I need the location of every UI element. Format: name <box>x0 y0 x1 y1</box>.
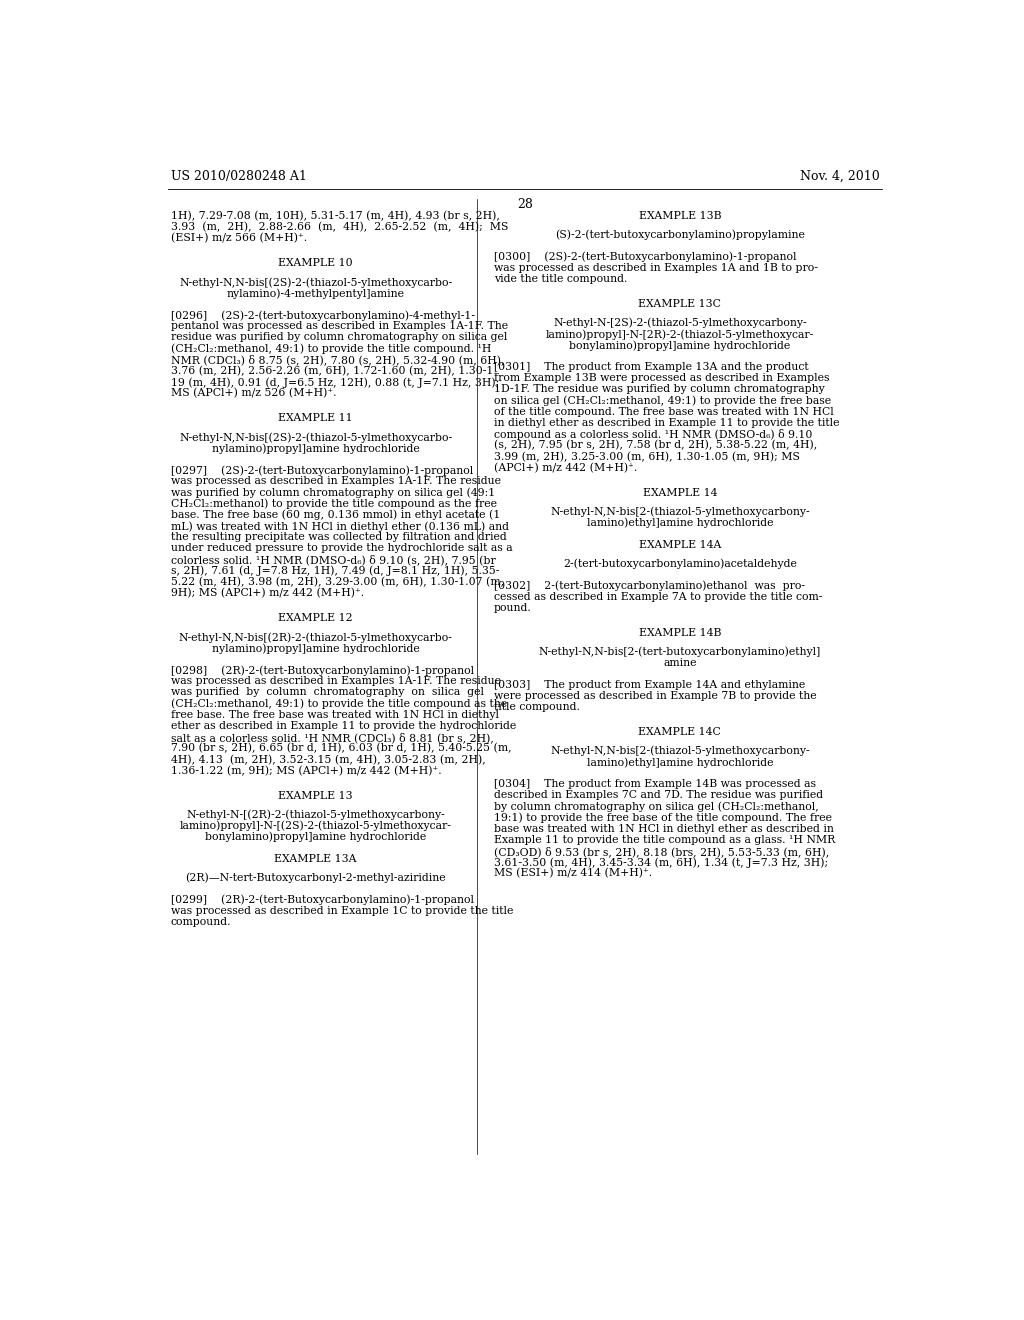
Text: N-ethyl-N,N-bis[2-(tert-butoxycarbonylamino)ethyl]: N-ethyl-N,N-bis[2-(tert-butoxycarbonylam… <box>539 647 821 657</box>
Text: EXAMPLE 13A: EXAMPLE 13A <box>274 854 356 863</box>
Text: on silica gel (CH₂Cl₂:methanol, 49:1) to provide the free base: on silica gel (CH₂Cl₂:methanol, 49:1) to… <box>494 396 830 407</box>
Text: of the title compound. The free base was treated with 1N HCl: of the title compound. The free base was… <box>494 407 834 417</box>
Text: [0302]    2-(tert-Butoxycarbonylamino)ethanol  was  pro-: [0302] 2-(tert-Butoxycarbonylamino)ethan… <box>494 581 805 591</box>
Text: vide the title compound.: vide the title compound. <box>494 275 627 284</box>
Text: was processed as described in Examples 1A and 1B to pro-: was processed as described in Examples 1… <box>494 263 818 273</box>
Text: compound.: compound. <box>171 917 231 927</box>
Text: amine: amine <box>664 657 696 668</box>
Text: by column chromatography on silica gel (CH₂Cl₂:methanol,: by column chromatography on silica gel (… <box>494 801 818 812</box>
Text: salt as a colorless solid. ¹H NMR (CDCl₃) δ 8.81 (br s, 2H),: salt as a colorless solid. ¹H NMR (CDCl₃… <box>171 733 494 743</box>
Text: pound.: pound. <box>494 603 531 612</box>
Text: 1.36-1.22 (m, 9H); MS (APCl+) m/z 442 (M+H)⁺.: 1.36-1.22 (m, 9H); MS (APCl+) m/z 442 (M… <box>171 766 441 776</box>
Text: bonylamino)propyl]amine hydrochloride: bonylamino)propyl]amine hydrochloride <box>205 832 426 842</box>
Text: 3.99 (m, 2H), 3.25-3.00 (m, 6H), 1.30-1.05 (m, 9H); MS: 3.99 (m, 2H), 3.25-3.00 (m, 6H), 1.30-1.… <box>494 451 800 462</box>
Text: 5.22 (m, 4H), 3.98 (m, 2H), 3.29-3.00 (m, 6H), 1.30-1.07 (m,: 5.22 (m, 4H), 3.98 (m, 2H), 3.29-3.00 (m… <box>171 577 504 587</box>
Text: EXAMPLE 12: EXAMPLE 12 <box>279 612 353 623</box>
Text: MS (APCl+) m/z 526 (M+H)⁺.: MS (APCl+) m/z 526 (M+H)⁺. <box>171 388 336 399</box>
Text: 19 (m, 4H), 0.91 (d, J=6.5 Hz, 12H), 0.88 (t, J=7.1 Hz, 3H);: 19 (m, 4H), 0.91 (d, J=6.5 Hz, 12H), 0.8… <box>171 378 499 388</box>
Text: Example 11 to provide the title compound as a glass. ¹H NMR: Example 11 to provide the title compound… <box>494 834 835 845</box>
Text: lamino)ethyl]amine hydrochloride: lamino)ethyl]amine hydrochloride <box>587 517 773 528</box>
Text: (APCl+) m/z 442 (M+H)⁺.: (APCl+) m/z 442 (M+H)⁺. <box>494 462 637 473</box>
Text: were processed as described in Example 7B to provide the: were processed as described in Example 7… <box>494 690 816 701</box>
Text: 3.93  (m,  2H),  2.88-2.66  (m,  4H),  2.65-2.52  (m,  4H);  MS: 3.93 (m, 2H), 2.88-2.66 (m, 4H), 2.65-2.… <box>171 222 508 232</box>
Text: (S)-2-(tert-butoxycarbonylamino)propylamine: (S)-2-(tert-butoxycarbonylamino)propylam… <box>555 230 805 240</box>
Text: (ESI+) m/z 566 (M+H)⁺.: (ESI+) m/z 566 (M+H)⁺. <box>171 234 307 243</box>
Text: EXAMPLE 11: EXAMPLE 11 <box>279 413 353 424</box>
Text: (CD₃OD) δ 9.53 (br s, 2H), 8.18 (brs, 2H), 5.53-5.33 (m, 6H),: (CD₃OD) δ 9.53 (br s, 2H), 8.18 (brs, 2H… <box>494 846 829 857</box>
Text: nylamino)propyl]amine hydrochloride: nylamino)propyl]amine hydrochloride <box>212 444 420 454</box>
Text: [0297]    (2S)-2-(tert-Butoxycarbonylamino)-1-propanol: [0297] (2S)-2-(tert-Butoxycarbonylamino)… <box>171 465 473 475</box>
Text: EXAMPLE 14B: EXAMPLE 14B <box>639 628 721 638</box>
Text: was processed as described in Examples 1A-1F. The residue: was processed as described in Examples 1… <box>171 676 501 686</box>
Text: [0298]    (2R)-2-(tert-Butoxycarbonylamino)-1-propanol: [0298] (2R)-2-(tert-Butoxycarbonylamino)… <box>171 665 474 676</box>
Text: base was treated with 1N HCl in diethyl ether as described in: base was treated with 1N HCl in diethyl … <box>494 824 834 834</box>
Text: EXAMPLE 14: EXAMPLE 14 <box>642 487 717 498</box>
Text: was processed as described in Examples 1A-1F. The residue: was processed as described in Examples 1… <box>171 477 501 486</box>
Text: 28: 28 <box>517 198 532 211</box>
Text: N-ethyl-N-[(2R)-2-(thiazol-5-ylmethoxycarbony-: N-ethyl-N-[(2R)-2-(thiazol-5-ylmethoxyca… <box>186 809 444 820</box>
Text: pentanol was processed as described in Examples 1A-1F. The: pentanol was processed as described in E… <box>171 321 508 331</box>
Text: bonylamino)propyl]amine hydrochloride: bonylamino)propyl]amine hydrochloride <box>569 341 791 351</box>
Text: title compound.: title compound. <box>494 702 580 711</box>
Text: N-ethyl-N-[2S)-2-(thiazol-5-ylmethoxycarbony-: N-ethyl-N-[2S)-2-(thiazol-5-ylmethoxycar… <box>553 318 807 329</box>
Text: lamino)propyl]-N-[2R)-2-(thiazol-5-ylmethoxycar-: lamino)propyl]-N-[2R)-2-(thiazol-5-ylmet… <box>546 329 814 339</box>
Text: N-ethyl-N,N-bis[(2S)-2-(thiazol-5-ylmethoxycarbo-: N-ethyl-N,N-bis[(2S)-2-(thiazol-5-ylmeth… <box>179 277 453 288</box>
Text: 3.61-3.50 (m, 4H), 3.45-3.34 (m, 6H), 1.34 (t, J=7.3 Hz, 3H);: 3.61-3.50 (m, 4H), 3.45-3.34 (m, 6H), 1.… <box>494 857 828 867</box>
Text: N-ethyl-N,N-bis[(2S)-2-(thiazol-5-ylmethoxycarbo-: N-ethyl-N,N-bis[(2S)-2-(thiazol-5-ylmeth… <box>179 432 453 442</box>
Text: 4H), 4.13  (m, 2H), 3.52-3.15 (m, 4H), 3.05-2.83 (m, 2H),: 4H), 4.13 (m, 2H), 3.52-3.15 (m, 4H), 3.… <box>171 754 485 764</box>
Text: cessed as described in Example 7A to provide the title com-: cessed as described in Example 7A to pro… <box>494 591 822 602</box>
Text: s, 2H), 7.61 (d, J=7.8 Hz, 1H), 7.49 (d, J=8.1 Hz, 1H), 5.35-: s, 2H), 7.61 (d, J=7.8 Hz, 1H), 7.49 (d,… <box>171 566 499 577</box>
Text: NMR (CDCl₃) δ 8.75 (s, 2H), 7.80 (s, 2H), 5.32-4.90 (m, 6H),: NMR (CDCl₃) δ 8.75 (s, 2H), 7.80 (s, 2H)… <box>171 355 504 366</box>
Text: (s, 2H), 7.95 (br s, 2H), 7.58 (br d, 2H), 5.38-5.22 (m, 4H),: (s, 2H), 7.95 (br s, 2H), 7.58 (br d, 2H… <box>494 440 817 450</box>
Text: (CH₂Cl₂:methanol, 49:1) to provide the title compound as the: (CH₂Cl₂:methanol, 49:1) to provide the t… <box>171 698 507 709</box>
Text: nylamino)propyl]amine hydrochloride: nylamino)propyl]amine hydrochloride <box>212 643 420 653</box>
Text: (CH₂Cl₂:methanol, 49:1) to provide the title compound. ¹H: (CH₂Cl₂:methanol, 49:1) to provide the t… <box>171 343 490 354</box>
Text: [0300]    (2S)-2-(tert-Butoxycarbonylamino)-1-propanol: [0300] (2S)-2-(tert-Butoxycarbonylamino)… <box>494 252 797 263</box>
Text: Nov. 4, 2010: Nov. 4, 2010 <box>800 170 880 183</box>
Text: 1H), 7.29-7.08 (m, 10H), 5.31-5.17 (m, 4H), 4.93 (br s, 2H),: 1H), 7.29-7.08 (m, 10H), 5.31-5.17 (m, 4… <box>171 211 500 222</box>
Text: [0301]    The product from Example 13A and the product: [0301] The product from Example 13A and … <box>494 362 808 372</box>
Text: was purified by column chromatography on silica gel (49:1: was purified by column chromatography on… <box>171 487 495 498</box>
Text: base. The free base (60 mg, 0.136 mmol) in ethyl acetate (1: base. The free base (60 mg, 0.136 mmol) … <box>171 510 500 520</box>
Text: colorless solid. ¹H NMR (DMSO-d₆) δ 9.10 (s, 2H), 7.95 (br: colorless solid. ¹H NMR (DMSO-d₆) δ 9.10… <box>171 554 496 565</box>
Text: 1D-1F. The residue was purified by column chromatography: 1D-1F. The residue was purified by colum… <box>494 384 824 395</box>
Text: [0304]    The product from Example 14B was processed as: [0304] The product from Example 14B was … <box>494 779 816 789</box>
Text: free base. The free base was treated with 1N HCl in diethyl: free base. The free base was treated wit… <box>171 710 499 719</box>
Text: CH₂Cl₂:methanol) to provide the title compound as the free: CH₂Cl₂:methanol) to provide the title co… <box>171 499 497 510</box>
Text: nylamino)-4-methylpentyl]amine: nylamino)-4-methylpentyl]amine <box>226 288 404 298</box>
Text: N-ethyl-N,N-bis[2-(thiazol-5-ylmethoxycarbony-: N-ethyl-N,N-bis[2-(thiazol-5-ylmethoxyca… <box>550 746 810 756</box>
Text: [0296]    (2S)-2-(tert-butoxycarbonylamino)-4-methyl-1-: [0296] (2S)-2-(tert-butoxycarbonylamino)… <box>171 310 475 321</box>
Text: EXAMPLE 14A: EXAMPLE 14A <box>639 540 721 549</box>
Text: EXAMPLE 13C: EXAMPLE 13C <box>638 298 721 309</box>
Text: lamino)propyl]-N-[(2S)-2-(thiazol-5-ylmethoxycar-: lamino)propyl]-N-[(2S)-2-(thiazol-5-ylme… <box>179 821 452 832</box>
Text: 3.76 (m, 2H), 2.56-2.26 (m, 6H), 1.72-1.60 (m, 2H), 1.30-1.: 3.76 (m, 2H), 2.56-2.26 (m, 6H), 1.72-1.… <box>171 366 497 376</box>
Text: from Example 13B were processed as described in Examples: from Example 13B were processed as descr… <box>494 374 829 383</box>
Text: [0299]    (2R)-2-(tert-Butoxycarbonylamino)-1-propanol: [0299] (2R)-2-(tert-Butoxycarbonylamino)… <box>171 895 474 906</box>
Text: MS (ESI+) m/z 414 (M+H)⁺.: MS (ESI+) m/z 414 (M+H)⁺. <box>494 869 652 879</box>
Text: compound as a colorless solid. ¹H NMR (DMSO-d₆) δ 9.10: compound as a colorless solid. ¹H NMR (D… <box>494 429 812 440</box>
Text: 19:1) to provide the free base of the title compound. The free: 19:1) to provide the free base of the ti… <box>494 813 831 824</box>
Text: EXAMPLE 14C: EXAMPLE 14C <box>638 727 721 737</box>
Text: EXAMPLE 13B: EXAMPLE 13B <box>639 211 721 220</box>
Text: (2R)—N-tert-Butoxycarbonyl-2-methyl-aziridine: (2R)—N-tert-Butoxycarbonyl-2-methyl-azir… <box>185 873 445 883</box>
Text: N-ethyl-N,N-bis[(2R)-2-(thiazol-5-ylmethoxycarbo-: N-ethyl-N,N-bis[(2R)-2-(thiazol-5-ylmeth… <box>178 632 453 643</box>
Text: 7.90 (br s, 2H), 6.65 (br d, 1H), 6.03 (br d, 1H), 5.40-5.25 (m,: 7.90 (br s, 2H), 6.65 (br d, 1H), 6.03 (… <box>171 743 511 754</box>
Text: was purified  by  column  chromatography  on  silica  gel: was purified by column chromatography on… <box>171 688 483 697</box>
Text: EXAMPLE 10: EXAMPLE 10 <box>279 259 353 268</box>
Text: EXAMPLE 13: EXAMPLE 13 <box>279 791 353 800</box>
Text: [0303]    The product from Example 14A and ethylamine: [0303] The product from Example 14A and … <box>494 680 805 689</box>
Text: ether as described in Example 11 to provide the hydrochloride: ether as described in Example 11 to prov… <box>171 721 516 731</box>
Text: US 2010/0280248 A1: US 2010/0280248 A1 <box>171 170 306 183</box>
Text: under reduced pressure to provide the hydrochloride salt as a: under reduced pressure to provide the hy… <box>171 544 512 553</box>
Text: mL) was treated with 1N HCl in diethyl ether (0.136 mL) and: mL) was treated with 1N HCl in diethyl e… <box>171 521 509 532</box>
Text: the resulting precipitate was collected by filtration and dried: the resulting precipitate was collected … <box>171 532 507 543</box>
Text: 2-(tert-butoxycarbonylamino)acetaldehyde: 2-(tert-butoxycarbonylamino)acetaldehyde <box>563 558 797 569</box>
Text: 9H); MS (APCl+) m/z 442 (M+H)⁺.: 9H); MS (APCl+) m/z 442 (M+H)⁺. <box>171 587 364 598</box>
Text: in diethyl ether as described in Example 11 to provide the title: in diethyl ether as described in Example… <box>494 418 840 428</box>
Text: residue was purified by column chromatography on silica gel: residue was purified by column chromatog… <box>171 333 507 342</box>
Text: was processed as described in Example 1C to provide the title: was processed as described in Example 1C… <box>171 906 513 916</box>
Text: lamino)ethyl]amine hydrochloride: lamino)ethyl]amine hydrochloride <box>587 758 773 768</box>
Text: N-ethyl-N,N-bis[2-(thiazol-5-ylmethoxycarbony-: N-ethyl-N,N-bis[2-(thiazol-5-ylmethoxyca… <box>550 507 810 517</box>
Text: described in Examples 7C and 7D. The residue was purified: described in Examples 7C and 7D. The res… <box>494 791 823 800</box>
